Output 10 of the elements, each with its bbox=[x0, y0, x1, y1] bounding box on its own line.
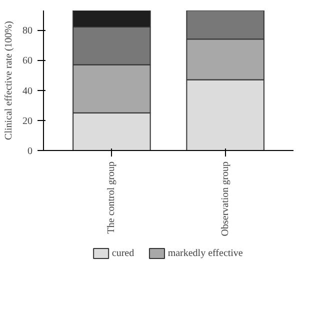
y-axis-title: Clinical effective rate (100%) bbox=[4, 21, 14, 140]
x-tick-label: Observation group bbox=[220, 161, 231, 236]
x-tick-label: The control group bbox=[106, 162, 118, 234]
y-tick-label: 0 bbox=[28, 146, 32, 157]
y-tick-label: 60 bbox=[22, 56, 32, 67]
y-tick-label: 80 bbox=[22, 26, 32, 37]
legend-label: cured bbox=[112, 248, 134, 259]
y-tick-label: 20 bbox=[22, 116, 32, 127]
legend-label: markedly effective bbox=[168, 248, 244, 259]
y-tick-label: 40 bbox=[22, 86, 32, 97]
